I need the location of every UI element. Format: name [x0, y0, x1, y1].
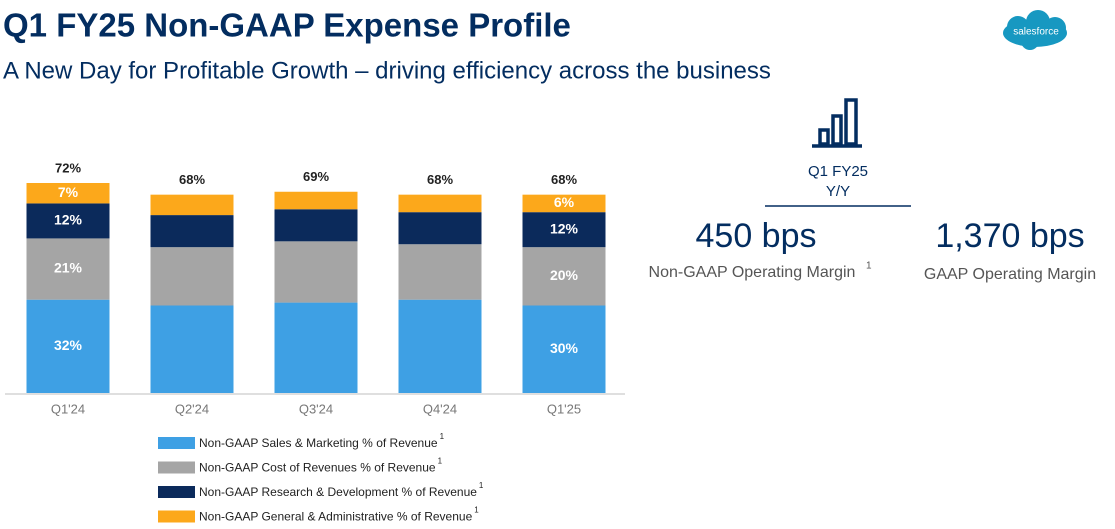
- bar-segment: [26, 203, 110, 239]
- legend-swatch: [158, 437, 195, 449]
- chart-icon: [812, 98, 862, 148]
- bar-segment: [150, 215, 234, 248]
- data-label: 32%: [54, 337, 83, 353]
- metric-value: 450 bps: [696, 217, 817, 255]
- x-tick-label: Q3'24: [299, 401, 333, 416]
- bar-segment: [26, 183, 110, 204]
- data-label: 20%: [550, 267, 579, 283]
- legend-label: Non-GAAP General & Administrative % of R…: [199, 510, 473, 524]
- subtitle: A New Day for Profitable Growth – drivin…: [3, 57, 771, 84]
- bar-segment: [522, 212, 606, 248]
- legend-footnote: 1: [440, 432, 445, 441]
- bar-segment: [522, 194, 606, 213]
- bar-segment: [522, 305, 606, 393]
- bar-segment: [398, 194, 482, 213]
- legend-swatch: [158, 486, 195, 498]
- x-tick-label: Q1'24: [51, 401, 85, 416]
- legend-label: Non-GAAP Cost of Revenues % of Revenue: [199, 461, 436, 475]
- legend-swatch: [158, 461, 195, 474]
- bar-segment: [398, 299, 482, 393]
- title: Q1 FY25 Non-GAAP Expense Profile: [3, 7, 571, 44]
- bar-segment: [26, 238, 110, 300]
- bar-segment: [150, 194, 234, 216]
- data-label: 21%: [54, 260, 83, 276]
- legend-swatch: [158, 510, 195, 523]
- data-label: 6%: [554, 194, 575, 210]
- data-label: 7%: [58, 184, 79, 200]
- logo-text: salesforce: [1013, 27, 1059, 38]
- legend-footnote: 1: [479, 481, 484, 490]
- period: Q1 FY25: [808, 163, 868, 180]
- legend-footnote: 1: [438, 457, 443, 466]
- total-label: 69%: [303, 169, 329, 184]
- legend-footnote: 1: [474, 506, 479, 515]
- bar-segment: [26, 299, 110, 393]
- metric-label: Non-GAAP Operating Margin: [649, 264, 856, 281]
- bar-segment: [150, 247, 234, 306]
- data-label: 30%: [550, 340, 579, 356]
- legend-label: Non-GAAP Sales & Marketing % of Revenue: [199, 436, 438, 450]
- metric-value: 1,370 bps: [935, 217, 1084, 255]
- x-tick-label: Q2'24: [175, 401, 209, 416]
- x-tick-label: Q4'24: [423, 401, 457, 416]
- bar-segment: [522, 247, 606, 306]
- bar-segment: [274, 241, 358, 303]
- metric-label: GAAP Operating Margin: [924, 266, 1096, 283]
- total-label: 68%: [427, 172, 453, 187]
- data-label: 12%: [550, 220, 579, 236]
- bar-segment: [274, 191, 358, 210]
- x-tick-label: Q1'25: [547, 401, 581, 416]
- total-label: 72%: [55, 160, 81, 175]
- legend-label: Non-GAAP Research & Development % of Rev…: [199, 485, 477, 499]
- comparison: Y/Y: [826, 183, 850, 200]
- bar-segment: [398, 212, 482, 245]
- bar-segment: [398, 244, 482, 300]
- total-label: 68%: [179, 172, 205, 187]
- footnote: 1: [866, 261, 872, 272]
- bar-segment: [274, 209, 358, 242]
- bar-segment: [150, 305, 234, 393]
- bar-segment: [274, 302, 358, 393]
- logo: salesforce: [1003, 10, 1067, 50]
- data-label: 12%: [54, 212, 83, 228]
- total-label: 68%: [551, 172, 577, 187]
